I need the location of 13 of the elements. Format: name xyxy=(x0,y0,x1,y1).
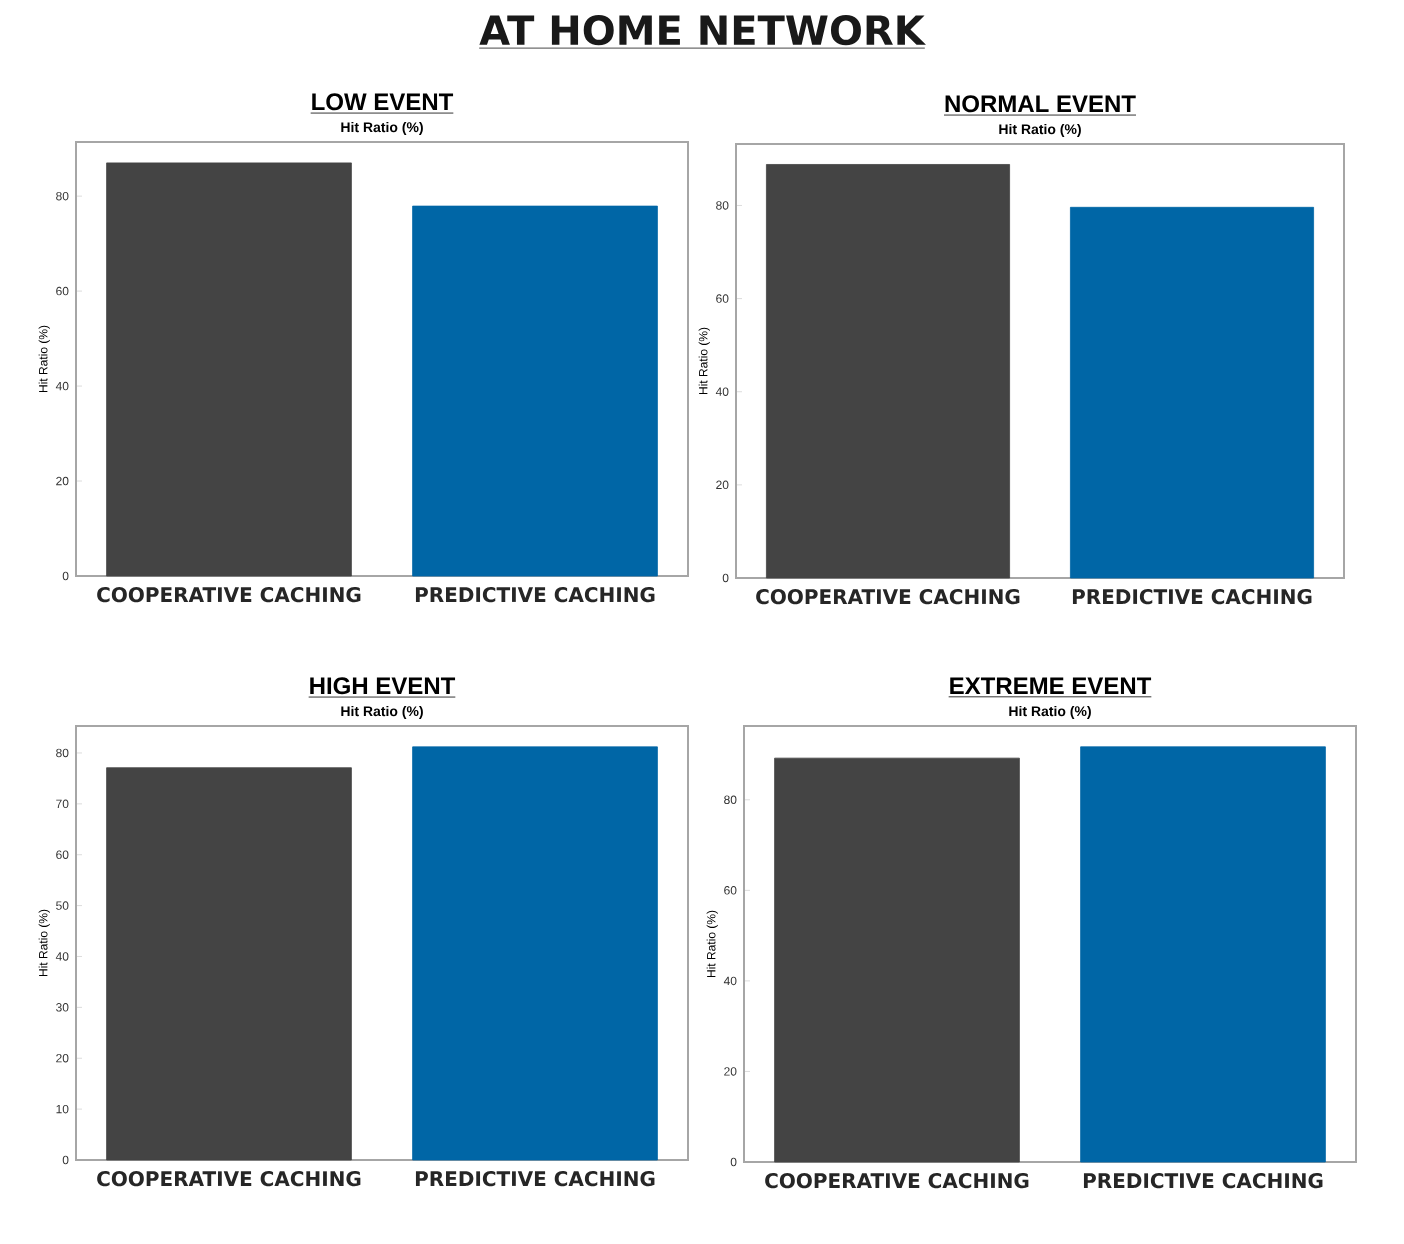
x-tick-label: COOPERATIVE CACHING xyxy=(97,1171,361,1187)
x-tick-label: PREDICTIVE CACHING xyxy=(415,587,655,603)
chart-title: HIGH EVENT xyxy=(310,677,456,695)
chart-title: EXTREME EVENT xyxy=(950,677,1152,695)
x-tick-label: COOPERATIVE CACHING xyxy=(97,587,361,603)
chart-title: NORMAL EVENT xyxy=(945,95,1136,113)
x-tick-label: PREDICTIVE CACHING xyxy=(1083,1173,1323,1189)
text: AT HOME NETWORK xyxy=(479,15,926,46)
x-tick-label: COOPERATIVE CACHING xyxy=(765,1173,1029,1189)
x-tick-label: PREDICTIVE CACHING xyxy=(1072,589,1312,605)
x-tick-label: PREDICTIVE CACHING xyxy=(415,1171,655,1187)
x-tick-label: COOPERATIVE CACHING xyxy=(756,589,1020,605)
chart-title: LOW EVENT xyxy=(312,93,454,111)
